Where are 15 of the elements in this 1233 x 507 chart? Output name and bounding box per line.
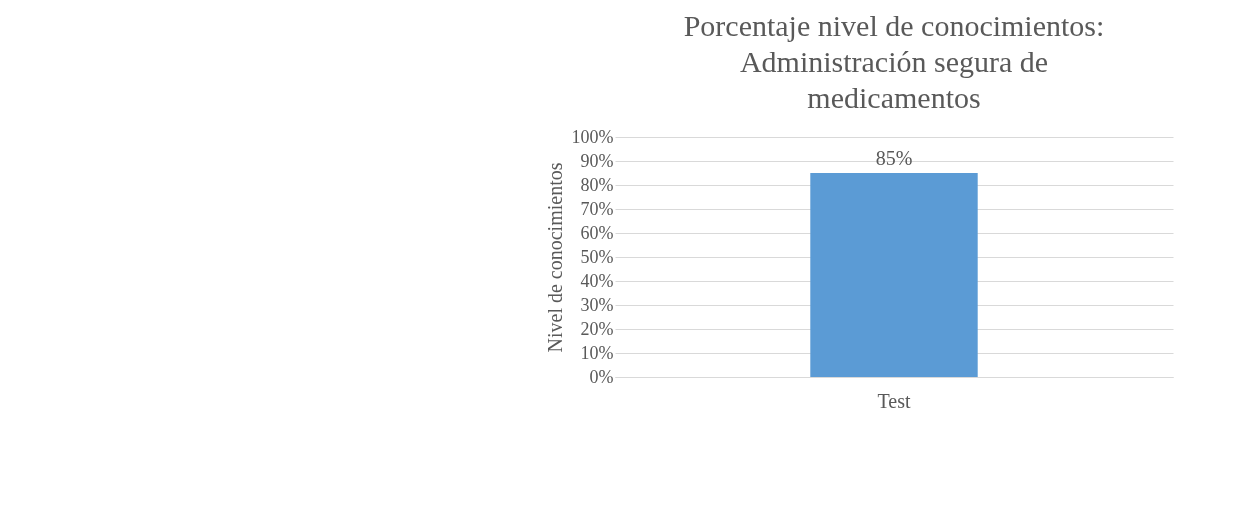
y-tick-label: 80% <box>580 174 614 195</box>
x-tick-label: Test <box>877 389 911 412</box>
y-axis-title: Nivel de conocimientos <box>543 162 566 353</box>
y-tick-label: 40% <box>580 270 614 291</box>
y-tick-label: 0% <box>589 366 614 387</box>
y-tick-label: 50% <box>580 246 614 267</box>
y-tick-label: 70% <box>580 198 614 219</box>
y-tick-label: 10% <box>580 342 614 363</box>
y-tick-label: 100% <box>571 126 614 147</box>
data-label: 85% <box>875 147 913 169</box>
chart-title: Porcentaje nivel de conocimientos: Administración segura de medicamentos <box>683 9 1105 114</box>
y-tick-label: 60% <box>580 222 614 243</box>
y-tick-label: 30% <box>580 294 614 315</box>
y-tick-label: 20% <box>580 318 614 339</box>
y-tick-label: 90% <box>580 150 614 171</box>
